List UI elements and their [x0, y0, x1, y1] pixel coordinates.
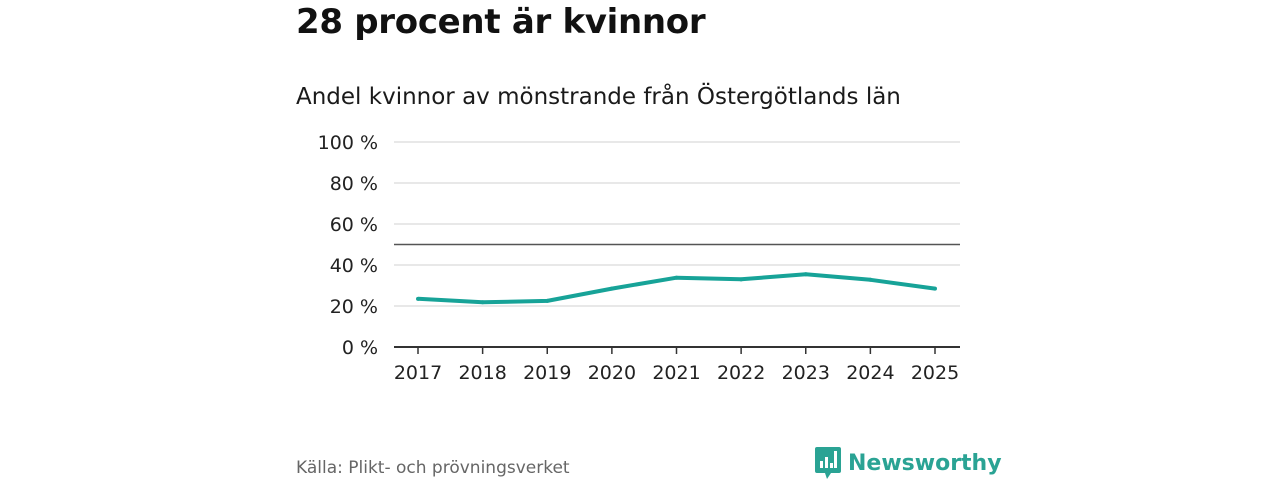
- y-tick-label: 100 %: [318, 132, 378, 154]
- data-point: [868, 277, 873, 282]
- chart-headline: 28 procent är kvinnor: [296, 2, 706, 42]
- y-axis-labels: 0 % 20 % 40 % 60 % 80 % 100 %: [318, 132, 378, 359]
- y-tick-label: 40 %: [330, 255, 378, 277]
- data-point: [480, 300, 485, 305]
- gridlines: [394, 141, 960, 307]
- source-note: Källa: Plikt- och prövningsverket: [296, 458, 570, 478]
- data-point: [416, 296, 420, 301]
- y-tick-label: 60 %: [330, 214, 378, 236]
- brand-name: Newsworthy: [848, 450, 1002, 476]
- series-group: [416, 272, 937, 305]
- data-point: [803, 272, 808, 277]
- data-point: [933, 286, 937, 291]
- data-point: [739, 277, 744, 282]
- line-chart: 0 % 20 % 40 % 60 % 80 % 100 % 2017 2018 2019 202…: [318, 132, 960, 384]
- x-tick-label: 2021: [652, 362, 700, 384]
- y-tick-label: 80 %: [330, 173, 378, 195]
- data-point: [609, 286, 614, 291]
- newsworthy-icon: [815, 447, 841, 479]
- x-tick-label: 2018: [458, 362, 506, 384]
- chart-subtitle: Andel kvinnor av mönstrande från Östergö…: [296, 84, 901, 110]
- data-point: [674, 275, 679, 280]
- y-tick-label: 20 %: [330, 296, 378, 318]
- x-tick-label: 2017: [394, 362, 442, 384]
- x-axis-labels: 2017 2018 2019 2020 2021 2022 2023 2024 2025: [394, 362, 959, 384]
- x-tick-label: 2022: [717, 362, 765, 384]
- x-axis: [394, 346, 960, 354]
- x-tick-label: 2024: [846, 362, 894, 384]
- data-point: [545, 298, 550, 303]
- x-tick-label: 2023: [782, 362, 830, 384]
- y-tick-label: 0 %: [342, 337, 378, 359]
- x-tick-label: 2020: [588, 362, 636, 384]
- x-tick-label: 2019: [523, 362, 571, 384]
- brand-logo[interactable]: Newsworthy: [814, 446, 1002, 480]
- x-tick-label: 2025: [911, 362, 959, 384]
